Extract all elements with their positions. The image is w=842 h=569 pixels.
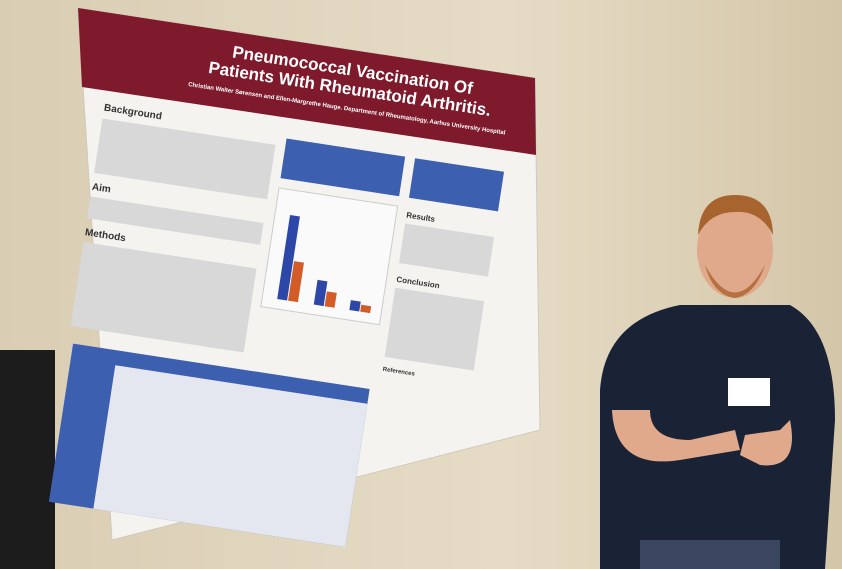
text-block	[399, 223, 495, 277]
text-block	[384, 287, 485, 371]
chart-bar	[360, 304, 372, 314]
arm	[740, 420, 792, 466]
text-block	[94, 118, 276, 200]
face	[697, 202, 773, 298]
table	[409, 158, 505, 212]
hair	[698, 195, 773, 235]
chart-bar	[288, 261, 304, 303]
chart-bar	[349, 300, 361, 312]
dark-object	[0, 350, 55, 569]
chart-bar	[313, 279, 328, 307]
section-heading: References	[382, 367, 416, 378]
table	[280, 138, 406, 197]
arm	[612, 410, 740, 462]
text-block	[70, 242, 257, 353]
poster-header	[78, 8, 536, 155]
text-block	[87, 196, 264, 245]
table-body	[93, 365, 368, 548]
beard	[705, 265, 765, 298]
section-heading: Aim	[91, 182, 111, 196]
jeans	[640, 540, 780, 569]
name-tag	[728, 378, 770, 406]
section-heading: Results	[406, 211, 436, 224]
chart-bar	[324, 291, 337, 308]
chart-bar	[277, 214, 300, 301]
